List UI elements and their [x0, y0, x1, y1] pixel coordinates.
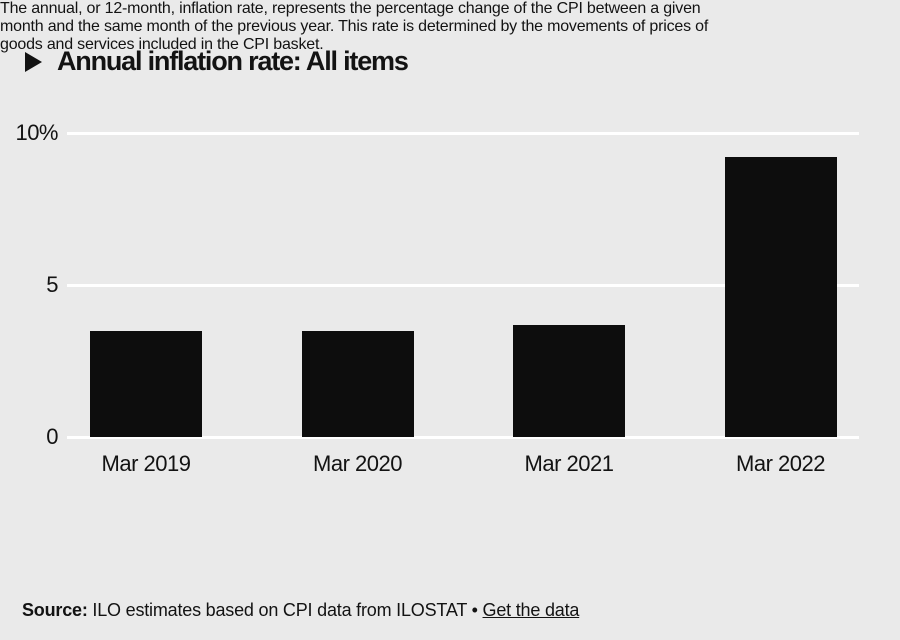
chart-header: Annual inflation rate: All items	[25, 46, 409, 77]
chart-description-line: month and the same month of the previous…	[0, 18, 709, 35]
separator-bullet: •	[471, 600, 478, 620]
gridline-10	[67, 132, 859, 135]
x-axis-tick-label: Mar 2020	[313, 451, 402, 476]
bar-mar-2020	[301, 330, 414, 437]
x-axis-tick-label: Mar 2021	[524, 451, 614, 476]
bar-chart: 0 5 10% Mar 2019 Mar 2020 Mar 2021 Mar 2022	[15, 120, 859, 476]
chart-description-line: goods and services included in the CPI b…	[0, 36, 324, 53]
get-the-data-link[interactable]: Get the data	[482, 600, 580, 620]
gridline-5	[67, 284, 859, 287]
x-axis-tick-label: Mar 2019	[101, 451, 191, 476]
chart-description-line: The annual, or 12-month, inflation rate,…	[0, 0, 701, 17]
bar-mar-2021	[513, 324, 625, 437]
gridline-0	[67, 436, 859, 439]
chart-title: Annual inflation rate: All items	[57, 46, 409, 76]
source-text: ILO estimates based on CPI data from ILO…	[87, 600, 472, 620]
y-axis-tick-label: 5	[46, 272, 58, 297]
title-arrow-icon	[25, 51, 42, 72]
bar-mar-2019	[90, 330, 202, 437]
source-label: Source:	[22, 600, 88, 620]
y-axis-tick-label: 0	[46, 424, 58, 449]
bar-mar-2022	[724, 157, 837, 437]
y-axis-tick-label: 10%	[15, 120, 58, 145]
source-line: Source: ILO estimates based on CPI data …	[22, 597, 579, 623]
x-axis-tick-label: Mar 2022	[736, 451, 825, 476]
